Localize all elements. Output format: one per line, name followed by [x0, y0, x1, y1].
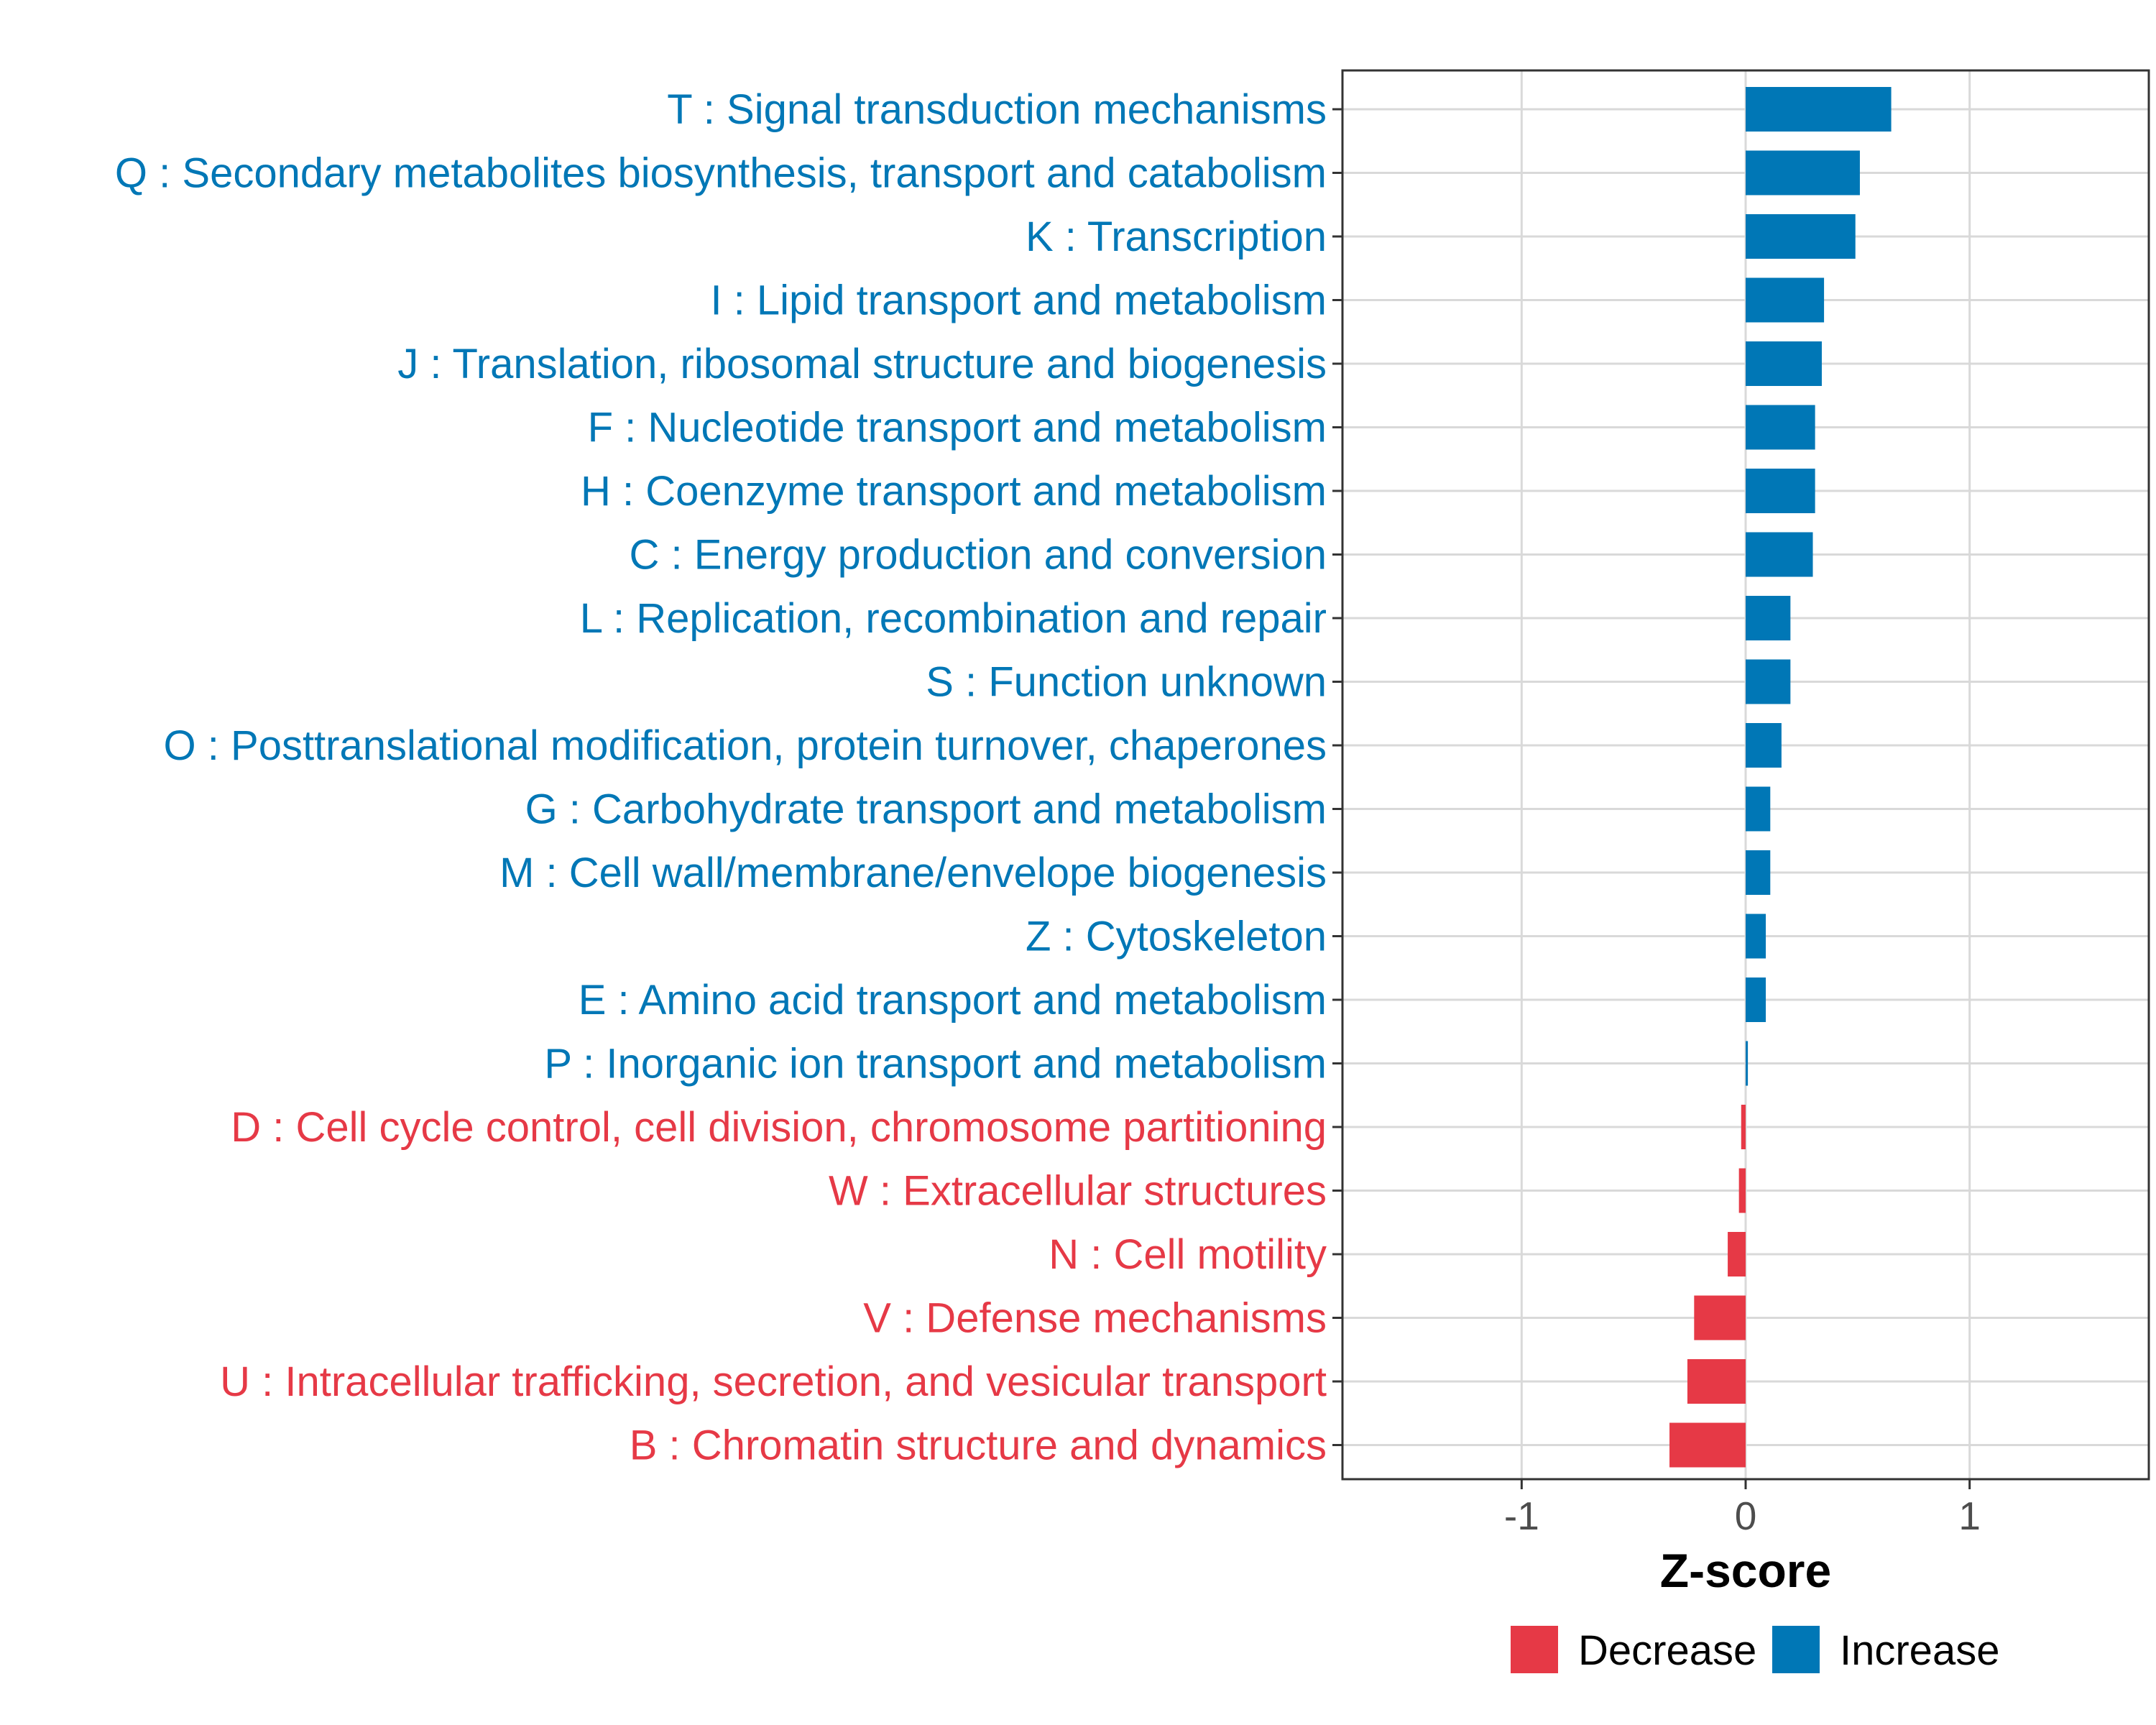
x-tick-label: 1 [1958, 1494, 1981, 1538]
y-tick-label: B : Chromatin structure and dynamics [630, 1422, 1327, 1469]
bar [1746, 87, 1892, 132]
y-tick-label: F : Nucleotide transport and metabolism [588, 405, 1327, 451]
bars [1669, 87, 1892, 1468]
bar [1746, 723, 1782, 768]
legend-label: Increase [1840, 1627, 1999, 1674]
bar [1738, 1168, 1746, 1213]
bar [1746, 596, 1791, 640]
bar [1746, 277, 1825, 323]
legend: Decrease Increase [1511, 1626, 1999, 1674]
y-tick-label: H : Coenzyme transport and metabolism [581, 468, 1327, 515]
y-tick-label: G : Carbohydrate transport and metabolis… [525, 786, 1327, 833]
legend-swatch [1772, 1626, 1820, 1673]
legend-label: Decrease [1578, 1627, 1756, 1674]
y-tick-label: D : Cell cycle control, cell division, c… [231, 1104, 1327, 1151]
bar [1746, 850, 1771, 895]
bar [1687, 1359, 1746, 1404]
bar [1741, 1105, 1746, 1149]
bar [1728, 1232, 1746, 1276]
x-tick-label: -1 [1504, 1494, 1539, 1538]
y-tick-label: S : Function unknown [926, 659, 1327, 706]
y-tick-label: I : Lipid transport and metabolism [710, 277, 1327, 324]
y-tick-label: W : Extracellular structures [829, 1168, 1327, 1215]
y-tick-label: J : Translation, ribosomal structure and… [397, 341, 1327, 387]
bar [1746, 978, 1766, 1022]
x-axis: -1 0 1 [1504, 1479, 1981, 1538]
x-tick-label: 0 [1735, 1494, 1757, 1538]
bar [1746, 659, 1791, 704]
bar [1694, 1295, 1746, 1340]
x-axis-title: Z-score [1660, 1544, 1831, 1597]
bar [1746, 469, 1815, 513]
y-tick-label: Z : Cytoskeleton [1026, 914, 1327, 960]
y-tick-label: T : Signal transduction mechanisms [667, 86, 1327, 133]
y-tick-label: Q : Secondary metabolites biosynthesis, … [115, 150, 1327, 197]
y-tick-label: V : Defense mechanisms [863, 1295, 1327, 1342]
y-tick-label: C : Energy production and conversion [630, 532, 1327, 579]
legend-swatch [1511, 1626, 1558, 1673]
y-tick-label: U : Intracellular trafficking, secretion… [220, 1358, 1327, 1405]
y-tick-label: M : Cell wall/membrane/envelope biogenes… [499, 850, 1327, 896]
y-tick-label: L : Replication, recombination and repai… [580, 595, 1327, 642]
y-tick-label: E : Amino acid transport and metabolism [579, 977, 1327, 1024]
bar [1746, 341, 1822, 386]
bar [1746, 150, 1860, 196]
y-tick-label: P : Inorganic ion transport and metaboli… [544, 1041, 1327, 1087]
y-tick-label: K : Transcription [1026, 213, 1327, 260]
y-tick-label: N : Cell motility [1049, 1231, 1327, 1278]
bar [1746, 914, 1766, 959]
bar [1746, 532, 1813, 577]
bar [1746, 214, 1856, 259]
bar [1746, 1041, 1749, 1086]
y-tick-label: O : Posttranslational modification, prot… [164, 722, 1327, 769]
bar [1746, 786, 1771, 832]
y-axis: T : Signal transduction mechanisms Q : Se… [115, 86, 1342, 1469]
bar [1746, 405, 1815, 450]
bar [1669, 1422, 1746, 1468]
